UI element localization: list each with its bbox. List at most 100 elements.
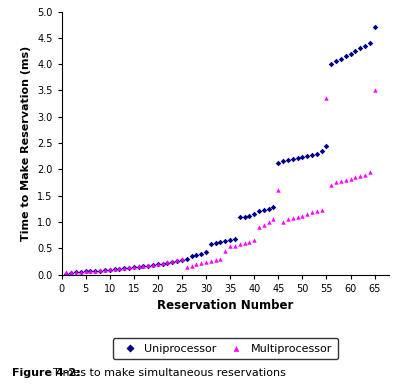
Point [174,258,180,264]
Point [68,270,74,276]
Point [285,216,291,222]
Point [227,243,233,249]
Point [328,182,334,188]
Point [251,211,257,217]
Point [357,45,363,51]
Point [189,263,195,269]
Point [232,236,238,242]
Point [131,264,137,270]
Point [169,259,175,265]
Point [183,264,190,270]
Point [343,177,349,183]
Text: Times to make simultaneous reservations: Times to make simultaneous reservations [46,368,285,378]
Point [116,266,123,272]
Point [121,265,127,271]
Point [309,152,315,158]
Point [362,172,368,178]
Point [357,172,363,179]
Point [198,260,204,266]
Point [222,238,228,244]
Point [251,237,257,243]
Point [87,268,94,275]
Point [232,243,238,249]
Point [140,263,146,269]
Point [208,258,214,264]
Point [97,268,103,274]
Point [193,252,200,258]
Point [333,179,339,185]
Point [135,263,142,270]
Point [285,157,291,163]
Point [338,56,344,62]
Point [145,263,151,269]
Point [227,237,233,243]
Point [92,268,98,274]
Point [347,51,354,57]
Point [193,261,200,267]
Point [73,269,79,275]
Point [294,155,301,161]
Point [237,241,243,247]
Point [246,213,252,219]
Text: Figure 4-2:: Figure 4-2: [12,368,81,378]
Point [352,48,358,54]
Point [203,259,209,265]
X-axis label: Reservation Number: Reservation Number [157,299,293,312]
Point [266,206,272,212]
Point [111,266,118,272]
Point [314,209,320,215]
Point [164,260,171,266]
Point [83,268,89,275]
Point [294,214,301,220]
Point [160,260,166,266]
Point [63,270,69,276]
Point [97,267,103,273]
Point [328,61,334,67]
Point [145,262,151,268]
Legend: Uniprocessor, Multiprocessor: Uniprocessor, Multiprocessor [113,338,338,359]
Point [304,211,310,217]
Point [83,268,89,275]
Point [323,95,330,101]
Point [289,215,296,221]
Point [261,222,267,228]
Point [126,264,132,270]
Point [366,40,373,46]
Point [155,261,161,267]
Point [280,158,286,164]
Point [347,176,354,182]
Point [289,156,296,162]
Point [155,261,161,267]
Point [256,209,262,215]
Point [318,148,325,154]
Point [78,269,84,275]
Point [256,224,262,230]
Point [338,178,344,184]
Point [116,265,123,271]
Point [198,250,204,257]
Point [362,43,368,49]
Point [126,265,132,271]
Point [179,257,185,263]
Point [372,88,378,94]
Point [63,270,69,276]
Point [217,256,224,262]
Point [174,257,180,263]
Point [208,241,214,247]
Point [275,160,281,166]
Point [78,269,84,275]
Point [92,268,98,274]
Point [222,248,228,254]
Point [106,266,113,272]
Point [102,267,108,273]
Point [189,253,195,259]
Point [68,270,74,276]
Point [111,266,118,272]
Point [160,260,166,266]
Point [179,256,185,262]
Point [121,265,127,271]
Point [87,268,94,275]
Y-axis label: Time to Make Reservation (ms): Time to Make Reservation (ms) [21,45,31,241]
Point [299,213,306,219]
Point [183,256,190,262]
